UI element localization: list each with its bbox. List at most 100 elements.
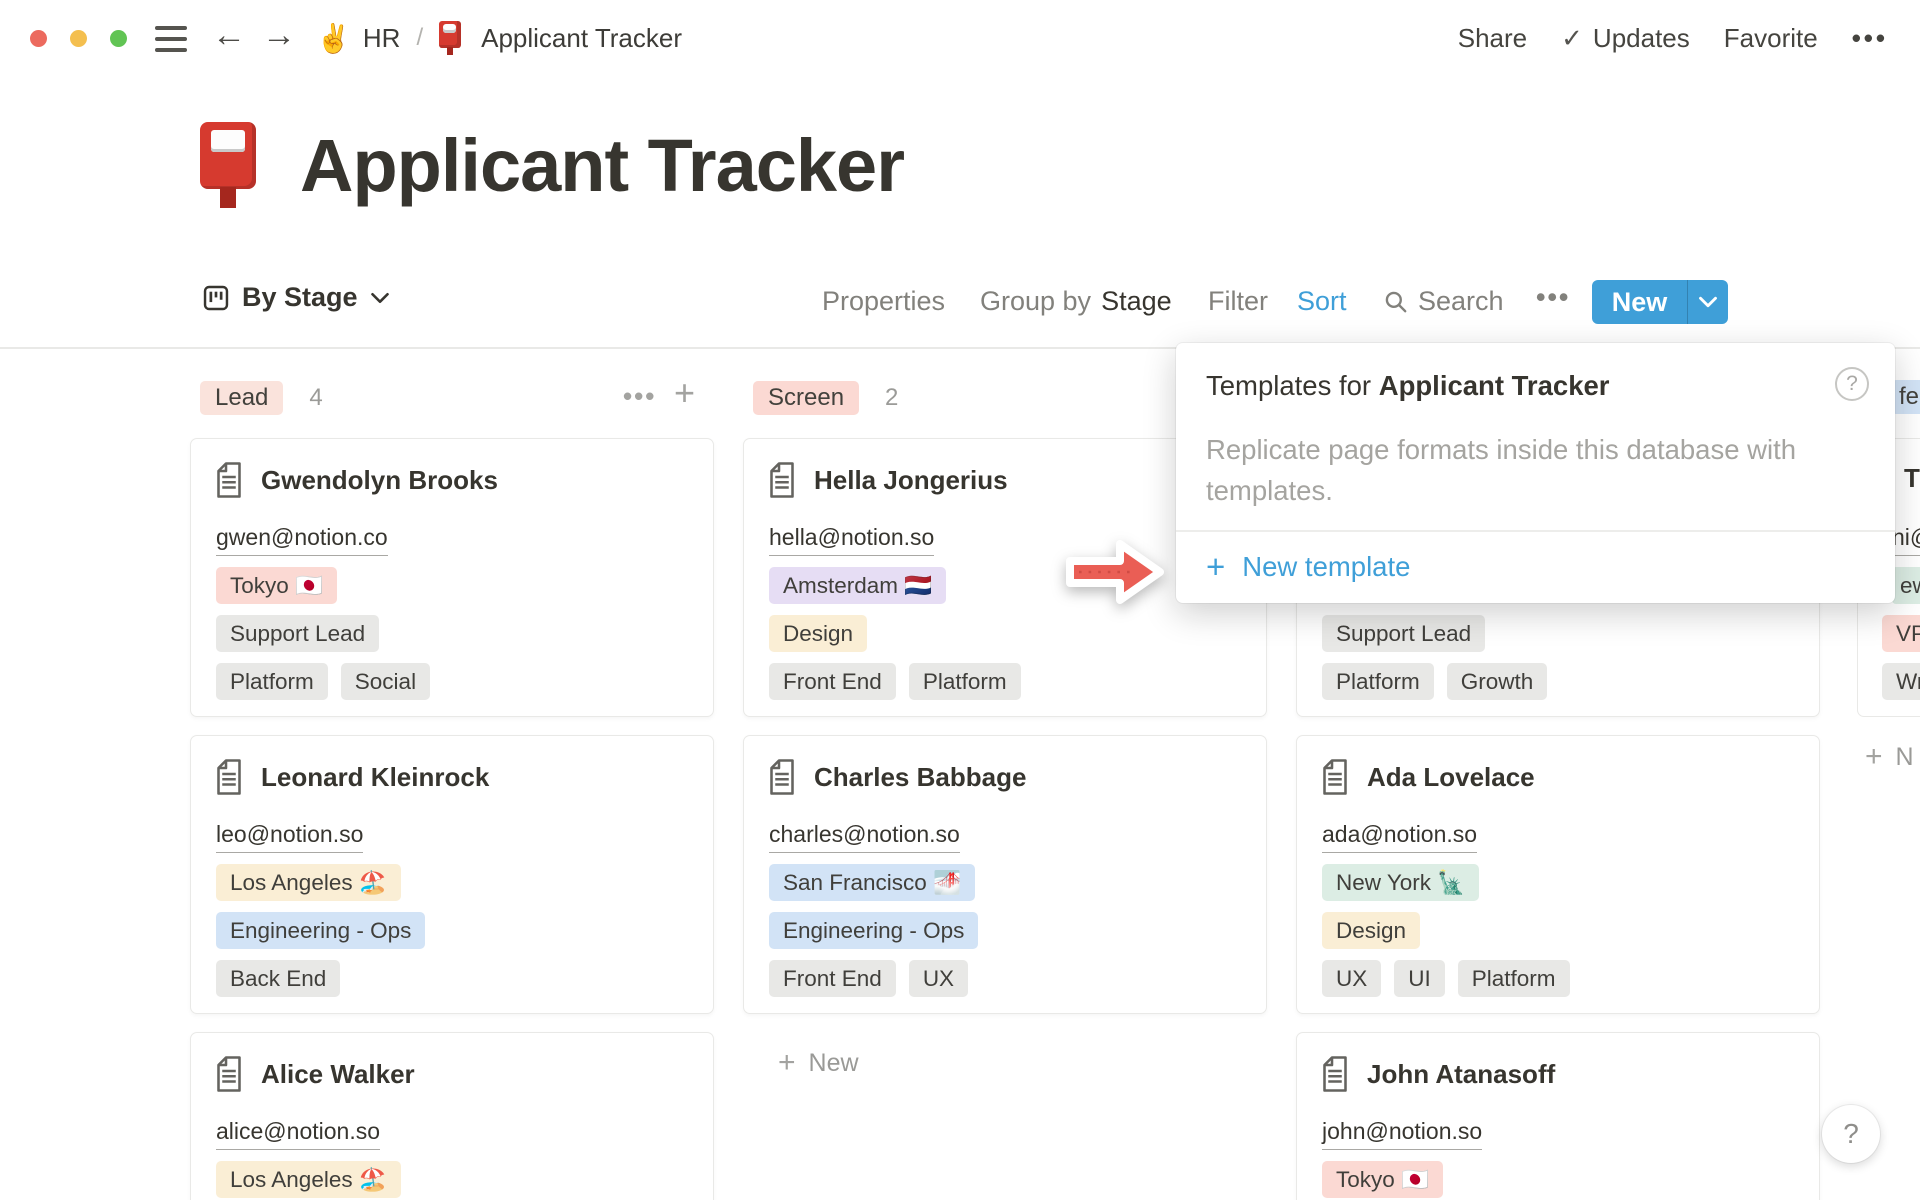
- skill-tag: Social: [340, 663, 431, 700]
- search-button[interactable]: Search: [1383, 286, 1504, 317]
- minimize-window-button[interactable]: [70, 30, 87, 47]
- location-tag-row: Tokyo 🇯🇵: [1322, 1161, 1444, 1198]
- applicant-name: Gwendolyn Brooks: [261, 464, 498, 495]
- more-options-icon[interactable]: •••: [1851, 22, 1888, 53]
- location-tag: Los Angeles 🏖️: [216, 1161, 401, 1198]
- properties-button[interactable]: Properties: [822, 286, 946, 316]
- applicant-email-link[interactable]: alice@notion.so: [216, 1118, 380, 1150]
- skill-tag: Back End: [216, 960, 341, 997]
- card-title-row: Gwendolyn Brooks: [214, 462, 498, 498]
- add-new-card-button[interactable]: + New: [778, 1046, 859, 1079]
- applicant-name: Hella Jongerius: [814, 464, 1008, 495]
- page-document-icon: [217, 1056, 241, 1092]
- applicant-card[interactable]: Leonard Kleinrock leo@notion.so Los Angele…: [190, 735, 714, 1014]
- cutoff-card-email: ni@: [1892, 524, 1920, 556]
- column-count: 2: [885, 384, 899, 411]
- view-name: By Stage: [242, 282, 358, 312]
- share-button[interactable]: Share: [1457, 22, 1528, 53]
- group-by-button[interactable]: Group by Stage: [980, 286, 1172, 316]
- help-button[interactable]: ?: [1822, 1105, 1880, 1163]
- applicant-name: Ada Lovelace: [1367, 761, 1535, 792]
- skills-tag-row: Front End Platform: [769, 663, 1021, 700]
- breadcrumb-separator: /: [416, 24, 424, 51]
- page-document-icon: [770, 462, 794, 498]
- role-tag: Design: [1322, 912, 1421, 949]
- column-add-icon[interactable]: +: [674, 372, 696, 413]
- skill-tag: Front End: [769, 663, 896, 700]
- stage-column-header: Screen 2: [753, 380, 898, 416]
- role-tag: Support Lead: [1322, 615, 1486, 652]
- breadcrumb-page[interactable]: Applicant Tracker: [481, 22, 682, 53]
- skills-tag-row: Platform Growth: [1322, 663, 1548, 700]
- postbox-emoji-icon: [439, 21, 469, 55]
- role-tag-row: Support Lead: [1322, 615, 1486, 652]
- popup-divider: [1176, 530, 1895, 532]
- skill-tag: Platform: [1457, 960, 1570, 997]
- cutoff-skill-tag: Writ: [1882, 663, 1920, 700]
- skill-tag: UI: [1394, 960, 1445, 997]
- applicant-card[interactable]: John Atanasoff john@notion.so Tokyo 🇯🇵: [1296, 1032, 1820, 1200]
- applicant-card[interactable]: Charles Babbage charles@notion.so San Fran…: [743, 735, 1267, 1014]
- role-tag-row: Design: [1322, 912, 1421, 949]
- skill-tag: UX: [908, 960, 969, 997]
- page-postbox-emoji-icon: [200, 122, 278, 208]
- page-document-icon: [217, 462, 241, 498]
- applicant-card[interactable]: Alice Walker alice@notion.so Los Angeles 🏖…: [190, 1032, 714, 1200]
- updates-button[interactable]: ✓ Updates: [1561, 22, 1690, 53]
- breadcrumb-workspace[interactable]: HR: [362, 22, 401, 53]
- applicant-card[interactable]: Ada Lovelace ada@notion.so New York 🗽 Desig…: [1296, 735, 1820, 1014]
- page-document-icon: [1323, 759, 1347, 795]
- forward-arrow-icon[interactable]: →: [262, 16, 296, 54]
- close-window-button[interactable]: [30, 30, 47, 47]
- plus-icon: +: [1865, 740, 1883, 773]
- location-tag-row: Los Angeles 🏖️: [216, 864, 401, 901]
- applicant-email-link[interactable]: leo@notion.so: [216, 821, 364, 853]
- cutoff-stage-tag: fe: [1891, 380, 1920, 414]
- plus-icon: +: [1206, 548, 1226, 585]
- new-button-chevron-icon[interactable]: [1687, 280, 1728, 324]
- applicant-email-link[interactable]: john@notion.so: [1322, 1118, 1483, 1150]
- card-title-row: Hella Jongerius: [767, 462, 1008, 498]
- toolbar-divider: [0, 347, 1920, 349]
- location-tag: Tokyo 🇯🇵: [1322, 1161, 1444, 1198]
- card-title-row: Leonard Kleinrock: [214, 759, 489, 795]
- page-title: Applicant Tracker: [300, 123, 905, 207]
- filter-button[interactable]: Filter: [1208, 286, 1268, 316]
- card-title-row: John Atanasoff: [1320, 1056, 1555, 1092]
- page-document-icon: [770, 759, 794, 795]
- card-title-row: Ada Lovelace: [1320, 759, 1535, 795]
- view-switcher[interactable]: By Stage: [202, 282, 390, 313]
- applicant-email-link[interactable]: ada@notion.so: [1322, 821, 1478, 853]
- applicant-email-link[interactable]: gwen@notion.co: [216, 524, 388, 556]
- applicant-email-link[interactable]: hella@notion.so: [769, 524, 935, 556]
- location-tag-row: San Francisco 🌁: [769, 864, 976, 901]
- sort-button[interactable]: Sort: [1297, 286, 1347, 316]
- location-tag-row: New York 🗽: [1322, 864, 1480, 901]
- new-template-button[interactable]: + New template: [1206, 548, 1411, 585]
- role-tag-row: Support Lead: [216, 615, 380, 652]
- applicant-card[interactable]: Gwendolyn Brooks gwen@notion.co Tokyo 🇯🇵 Su…: [190, 438, 714, 717]
- sidebar-menu-icon[interactable]: [152, 24, 190, 54]
- new-record-button[interactable]: New: [1592, 280, 1728, 324]
- toolbar-more-icon[interactable]: •••: [1536, 282, 1571, 312]
- column-more-icon[interactable]: •••: [623, 381, 657, 411]
- stage-tag[interactable]: Lead: [200, 381, 284, 415]
- location-tag-row: Amsterdam 🇳🇱: [769, 567, 947, 604]
- help-circle-icon[interactable]: ?: [1835, 367, 1869, 401]
- plus-icon: +: [778, 1046, 796, 1079]
- skill-tag: Platform: [908, 663, 1021, 700]
- skills-tag-row: Platform Social: [216, 663, 431, 700]
- favorite-button[interactable]: Favorite: [1723, 22, 1818, 53]
- location-tag: Tokyo 🇯🇵: [216, 567, 338, 604]
- cutoff-add-new-button[interactable]: + N: [1865, 740, 1914, 773]
- stage-tag[interactable]: Screen: [753, 381, 860, 415]
- cutoff-location-tag: ew: [1892, 567, 1920, 604]
- zoom-window-button[interactable]: [110, 30, 127, 47]
- database-toolbar: By Stage Properties Group by Stage Filter…: [0, 280, 1920, 326]
- location-tag: San Francisco 🌁: [769, 864, 976, 901]
- applicant-email-link[interactable]: charles@notion.so: [769, 821, 960, 853]
- location-tag: Amsterdam 🇳🇱: [769, 567, 947, 604]
- check-icon: ✓: [1561, 22, 1583, 53]
- back-arrow-icon[interactable]: ←: [212, 16, 246, 54]
